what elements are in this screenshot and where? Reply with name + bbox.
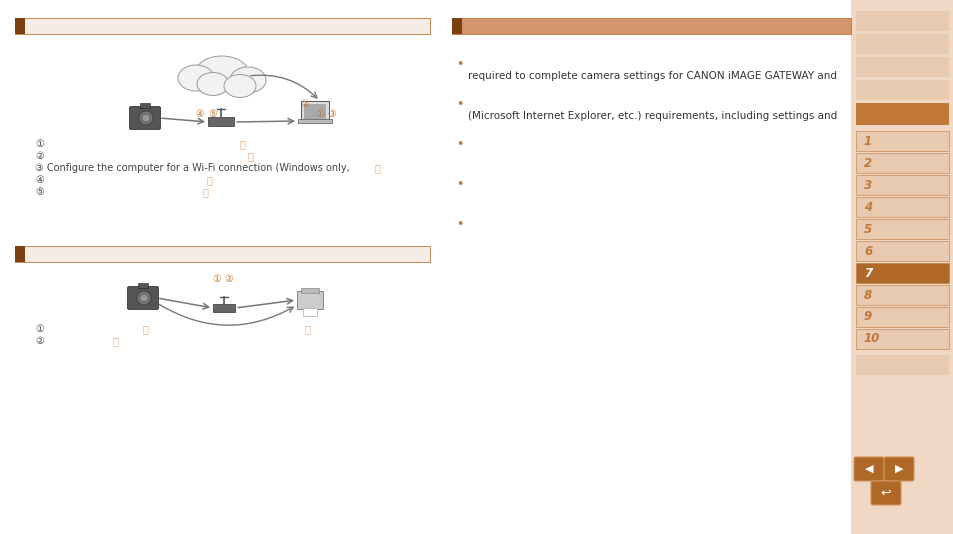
Text: ②: ② xyxy=(300,99,309,109)
Text: ②: ② xyxy=(224,274,233,284)
Bar xyxy=(301,101,329,121)
Text: ↩: ↩ xyxy=(880,486,890,499)
Text: 7: 7 xyxy=(863,266,871,279)
Text: 4: 4 xyxy=(863,200,871,214)
Text: ⧉: ⧉ xyxy=(112,336,119,346)
Bar xyxy=(850,0,953,534)
Text: ⧉: ⧉ xyxy=(207,175,213,185)
Bar xyxy=(15,246,430,262)
Bar xyxy=(855,263,948,283)
Text: ④: ④ xyxy=(195,109,204,119)
Circle shape xyxy=(142,114,150,122)
Ellipse shape xyxy=(230,67,266,93)
Bar xyxy=(855,153,948,173)
FancyBboxPatch shape xyxy=(128,287,158,310)
Text: ⧉: ⧉ xyxy=(375,163,380,173)
Text: ⧉: ⧉ xyxy=(203,187,209,197)
Text: ①: ① xyxy=(315,109,324,119)
Text: ⑤: ⑤ xyxy=(35,187,44,197)
Text: ④: ④ xyxy=(35,175,44,185)
Text: ▶: ▶ xyxy=(894,464,902,474)
Text: ②: ② xyxy=(35,151,44,161)
Text: •: • xyxy=(456,137,463,151)
Ellipse shape xyxy=(224,75,255,98)
Circle shape xyxy=(139,111,152,125)
Bar xyxy=(452,18,850,34)
Circle shape xyxy=(137,291,151,305)
Text: •: • xyxy=(456,98,463,111)
Text: 2: 2 xyxy=(863,156,871,169)
Text: ①: ① xyxy=(35,324,44,334)
Ellipse shape xyxy=(178,65,213,91)
Text: ⧉: ⧉ xyxy=(143,324,149,334)
Bar xyxy=(0,0,850,534)
Bar xyxy=(303,308,316,316)
Text: ②: ② xyxy=(35,336,44,346)
Bar xyxy=(297,119,332,123)
FancyBboxPatch shape xyxy=(870,481,900,505)
Text: (Microsoft Internet Explorer, etc.) requirements, including settings and: (Microsoft Internet Explorer, etc.) requ… xyxy=(468,111,837,121)
Text: 10: 10 xyxy=(863,333,880,345)
Circle shape xyxy=(140,294,148,302)
Text: 1: 1 xyxy=(863,135,871,147)
Bar xyxy=(855,197,948,217)
Text: 6: 6 xyxy=(863,245,871,257)
Bar xyxy=(301,288,318,293)
Text: ⧉: ⧉ xyxy=(240,139,246,149)
Ellipse shape xyxy=(195,56,248,88)
Bar xyxy=(855,80,948,100)
Bar xyxy=(855,329,948,349)
Bar xyxy=(855,57,948,77)
Ellipse shape xyxy=(196,73,229,96)
Text: ◀: ◀ xyxy=(863,464,872,474)
Bar xyxy=(855,307,948,327)
Bar xyxy=(855,11,948,31)
Bar xyxy=(452,18,461,34)
Bar xyxy=(304,104,326,119)
Bar xyxy=(140,103,150,108)
Bar xyxy=(208,117,233,126)
FancyBboxPatch shape xyxy=(883,457,913,481)
Bar xyxy=(138,283,148,288)
Text: 3: 3 xyxy=(863,178,871,192)
Text: •: • xyxy=(456,217,463,231)
Text: required to complete camera settings for CANON iMAGE GATEWAY and: required to complete camera settings for… xyxy=(468,71,836,81)
Text: •: • xyxy=(456,58,463,70)
Bar xyxy=(296,291,323,309)
Text: 9: 9 xyxy=(863,310,871,324)
Text: ③: ③ xyxy=(327,109,336,119)
Text: •: • xyxy=(456,177,463,191)
FancyBboxPatch shape xyxy=(130,106,160,130)
Bar xyxy=(15,18,430,34)
Text: 8: 8 xyxy=(863,288,871,302)
Bar xyxy=(213,304,234,312)
Bar xyxy=(855,241,948,261)
Bar xyxy=(855,34,948,54)
Text: 5: 5 xyxy=(863,223,871,235)
Bar xyxy=(15,18,25,34)
FancyBboxPatch shape xyxy=(853,457,883,481)
Text: ①: ① xyxy=(35,139,44,149)
Text: ⑤: ⑤ xyxy=(209,109,217,119)
Text: ⧉: ⧉ xyxy=(305,324,311,334)
Bar xyxy=(855,285,948,305)
Bar xyxy=(855,355,948,375)
Bar xyxy=(855,103,948,125)
Bar xyxy=(15,246,25,262)
Bar xyxy=(855,219,948,239)
Bar xyxy=(855,175,948,195)
Text: ③ Configure the computer for a Wi-Fi connection (Windows only,: ③ Configure the computer for a Wi-Fi con… xyxy=(35,163,350,173)
Text: ⧉: ⧉ xyxy=(248,151,253,161)
Text: ①: ① xyxy=(213,274,221,284)
Bar xyxy=(855,131,948,151)
